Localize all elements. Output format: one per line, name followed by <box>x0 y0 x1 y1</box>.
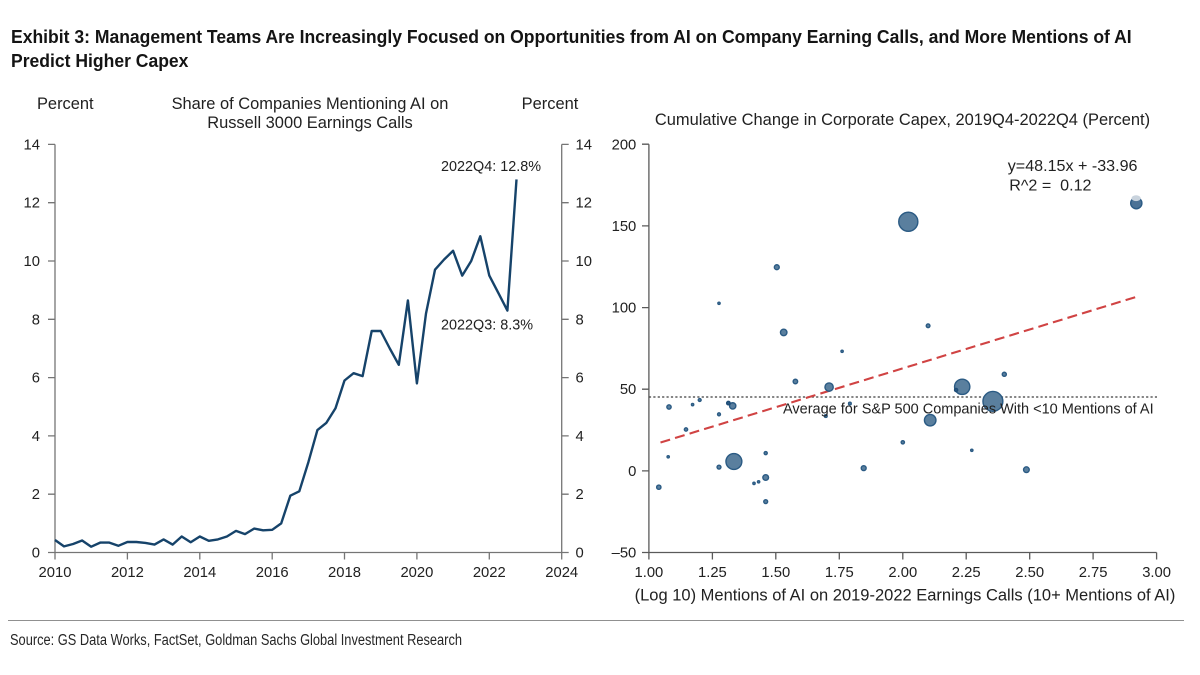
svg-text:4: 4 <box>32 429 40 445</box>
svg-text:2024: 2024 <box>545 565 578 581</box>
svg-text:14: 14 <box>576 137 592 153</box>
svg-text:14: 14 <box>24 137 40 153</box>
svg-text:4: 4 <box>576 429 584 445</box>
svg-text:100: 100 <box>612 301 637 317</box>
svg-text:2018: 2018 <box>328 565 361 581</box>
svg-text:2014: 2014 <box>183 565 216 581</box>
svg-text:1.50: 1.50 <box>761 565 790 581</box>
svg-text:2020: 2020 <box>400 565 433 581</box>
svg-text:(Log 10) Mentions of AI on 201: (Log 10) Mentions of AI on 2019-2022 Ear… <box>635 587 1176 605</box>
svg-text:2.50: 2.50 <box>1015 565 1044 581</box>
svg-text:2016: 2016 <box>256 565 289 581</box>
svg-text:2.25: 2.25 <box>952 565 981 581</box>
svg-text:0: 0 <box>628 464 636 480</box>
svg-text:10: 10 <box>24 254 40 270</box>
svg-text:2010: 2010 <box>39 565 72 581</box>
svg-text:8: 8 <box>576 312 584 328</box>
svg-text:Average for S&P 500 Companies: Average for S&P 500 Companies With <10 M… <box>783 402 1154 418</box>
svg-text:0: 0 <box>32 546 40 562</box>
svg-text:50: 50 <box>620 382 636 398</box>
svg-text:2022Q3: 8.3%: 2022Q3: 8.3% <box>441 318 533 334</box>
svg-text:6: 6 <box>32 371 40 387</box>
svg-text:1.25: 1.25 <box>698 565 727 581</box>
svg-text:200: 200 <box>612 137 637 153</box>
svg-text:8: 8 <box>32 312 40 328</box>
svg-text:12: 12 <box>24 196 40 212</box>
svg-text:Russell 3000 Earnings Calls: Russell 3000 Earnings Calls <box>207 114 413 132</box>
svg-text:Percent: Percent <box>37 95 94 113</box>
svg-text:–50: –50 <box>612 546 637 562</box>
svg-text:0: 0 <box>576 546 584 562</box>
svg-text:2022: 2022 <box>473 565 506 581</box>
svg-text:2012: 2012 <box>111 565 144 581</box>
svg-text:2: 2 <box>32 487 40 503</box>
svg-text:2.75: 2.75 <box>1079 565 1108 581</box>
svg-text:1.00: 1.00 <box>634 565 663 581</box>
svg-text:2.00: 2.00 <box>888 565 917 581</box>
svg-text:Percent: Percent <box>522 95 579 113</box>
svg-text:150: 150 <box>612 219 637 235</box>
svg-text:R^2 = 0.12: R^2 = 0.12 <box>1009 177 1091 195</box>
svg-text:12: 12 <box>576 196 592 212</box>
svg-text:3.00: 3.00 <box>1142 565 1171 581</box>
svg-text:y=48.15x + -33.96: y=48.15x + -33.96 <box>1008 157 1138 175</box>
svg-text:1.75: 1.75 <box>825 565 854 581</box>
svg-text:Share of Companies Mentioning: Share of Companies Mentioning AI on <box>172 95 449 113</box>
svg-text:10: 10 <box>576 254 592 270</box>
svg-text:Cumulative Change in Corporate: Cumulative Change in Corporate Capex, 20… <box>655 111 1150 129</box>
svg-text:6: 6 <box>576 371 584 387</box>
svg-text:2022Q4: 12.8%: 2022Q4: 12.8% <box>441 159 541 175</box>
svg-text:2: 2 <box>576 487 584 503</box>
